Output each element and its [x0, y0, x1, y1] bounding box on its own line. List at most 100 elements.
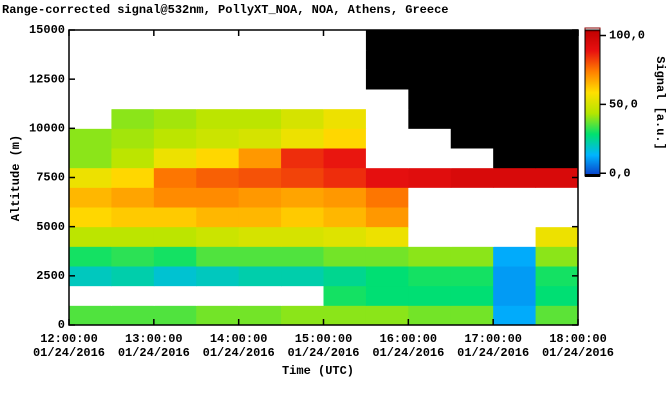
heatmap-cell — [408, 305, 452, 326]
heatmap-cell — [450, 89, 494, 110]
heatmap-cell — [365, 108, 409, 129]
heatmap-cell — [365, 69, 409, 90]
colorbar-tick-label: 50,0 — [609, 98, 638, 112]
heatmap-cell — [450, 69, 494, 90]
heatmap-cell — [365, 207, 409, 228]
heatmap-cell — [535, 30, 579, 51]
heatmap-cell — [535, 89, 579, 110]
heatmap-cell — [69, 167, 112, 188]
heatmap-cell — [493, 226, 537, 247]
heatmap-cell — [238, 226, 282, 247]
colorbar-frame — [584, 29, 601, 177]
x-tick-label: 01/24/2016 — [542, 346, 614, 360]
heatmap-cell — [323, 69, 367, 90]
heatmap-cell — [69, 187, 112, 208]
heatmap-cell — [450, 285, 494, 306]
colorbar-label: Signal [a.u.] — [653, 56, 667, 150]
heatmap-cell — [196, 108, 240, 129]
heatmap-cell — [111, 69, 155, 90]
heatmap-cell — [196, 246, 240, 267]
heatmap-cell — [450, 207, 494, 228]
heatmap-cell — [196, 285, 240, 306]
heatmap-cell — [238, 246, 282, 267]
heatmap-cell — [111, 167, 155, 188]
colorbar-tick-label: 100,0 — [609, 29, 645, 43]
heatmap-cell — [153, 285, 197, 306]
heatmap-cell — [450, 30, 494, 51]
x-tick-label: 01/24/2016 — [457, 346, 529, 360]
heatmap-cell — [408, 187, 452, 208]
heatmap-cell — [408, 226, 452, 247]
heatmap-cell — [493, 89, 537, 110]
x-tick-label: 14:00:00 — [210, 332, 268, 346]
heatmap-cell — [281, 266, 324, 287]
heatmap-cell — [69, 226, 112, 247]
heatmap-cell — [196, 49, 240, 70]
heatmap-cell — [535, 266, 579, 287]
heatmap-cell — [365, 167, 409, 188]
heatmap-cell — [153, 226, 197, 247]
x-tick-label: 13:00:00 — [125, 332, 183, 346]
x-tick-label: 01/24/2016 — [118, 346, 190, 360]
heatmap-cell — [450, 305, 494, 326]
heatmap-cell — [408, 148, 452, 169]
heatmap-cell — [281, 207, 324, 228]
heatmap-cell — [408, 128, 452, 149]
heatmap-cell — [408, 89, 452, 110]
heatmap-cell — [196, 266, 240, 287]
heatmap-cell — [493, 285, 537, 306]
heatmap-cell — [323, 187, 367, 208]
heatmap-cell — [111, 226, 155, 247]
heatmap-cell — [238, 285, 282, 306]
heatmap-cell — [323, 266, 367, 287]
heatmap-cell — [323, 108, 367, 129]
x-tick-label: 01/24/2016 — [33, 346, 105, 360]
heatmap-cell — [238, 89, 282, 110]
heatmap-cell — [535, 246, 579, 267]
heatmap-cell — [365, 89, 409, 110]
heatmap-cell — [323, 285, 367, 306]
heatmap-cell — [450, 226, 494, 247]
heatmap-cell — [153, 108, 197, 129]
heatmap-cell — [493, 148, 537, 169]
heatmap-cell — [281, 89, 324, 110]
heatmap-cell — [535, 69, 579, 90]
heatmap-cell — [111, 148, 155, 169]
x-tick-label: 15:00:00 — [295, 332, 353, 346]
heatmap-cell — [493, 305, 537, 326]
heatmap-cell — [111, 207, 155, 228]
heatmap-cell — [69, 305, 112, 326]
heatmap-cell — [450, 187, 494, 208]
y-tick-label: 12500 — [29, 72, 65, 86]
y-tick-label: 0 — [58, 318, 65, 332]
heatmap-cell — [493, 128, 537, 149]
heatmap-cell — [365, 128, 409, 149]
heatmap-cell — [153, 266, 197, 287]
heatmap-cell — [408, 108, 452, 129]
heatmap-cell — [408, 285, 452, 306]
heatmap-cell — [365, 49, 409, 70]
heatmap-cell — [281, 305, 324, 326]
heatmap-cell — [69, 128, 112, 149]
heatmap-cell — [238, 108, 282, 129]
heatmap-cell — [69, 148, 112, 169]
heatmap-cell — [69, 246, 112, 267]
heatmap-cell — [196, 305, 240, 326]
heatmap-cell — [69, 49, 112, 70]
x-tick-label: 01/24/2016 — [372, 346, 444, 360]
heatmap-cell — [323, 49, 367, 70]
x-tick-label: 17:00:00 — [464, 332, 522, 346]
heatmap-cell — [111, 285, 155, 306]
heatmap-cell — [153, 89, 197, 110]
heatmap-cell — [281, 49, 324, 70]
heatmap-cell — [493, 69, 537, 90]
heatmap-cell — [323, 148, 367, 169]
heatmap-cell — [365, 305, 409, 326]
heatmap-cell — [281, 246, 324, 267]
heatmap-cell — [493, 246, 537, 267]
heatmap-cell — [408, 69, 452, 90]
heatmap-cell — [365, 266, 409, 287]
heatmap-cell — [238, 187, 282, 208]
heatmap-cell — [323, 89, 367, 110]
heatmap-cell — [69, 89, 112, 110]
